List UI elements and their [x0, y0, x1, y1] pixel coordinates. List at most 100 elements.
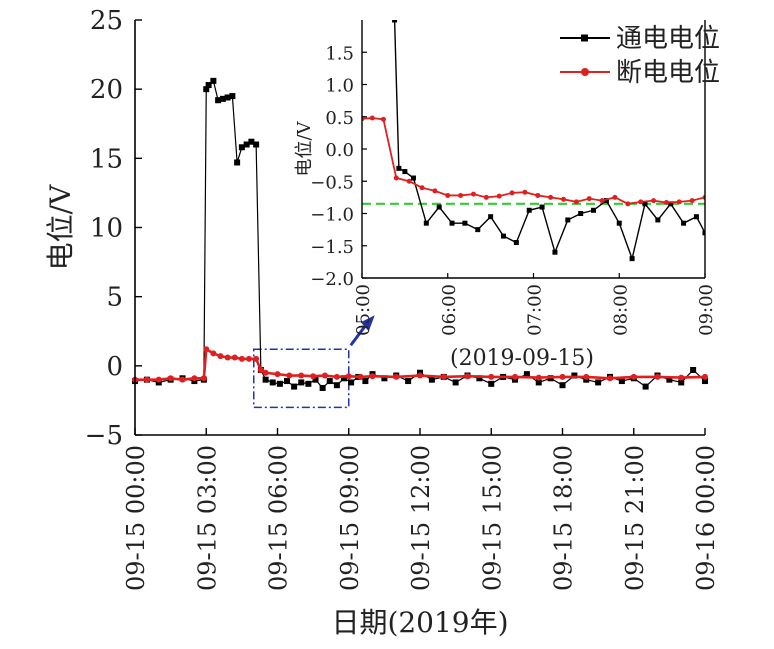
data-point — [583, 373, 590, 380]
data-point — [310, 373, 317, 380]
axis-titles: 电位/V 日期(2019年) — [44, 184, 509, 639]
data-point — [143, 376, 150, 383]
x-tick-label: 09-15 15:00 — [478, 445, 506, 591]
data-point — [458, 192, 464, 198]
inset-chart: −2.0 −1.5 −1.0 −0.5 0.0 0.5 1.0 1.5 05:00 06:00 07… — [294, 20, 717, 371]
inset-title: (2019-09-15) — [450, 346, 594, 371]
series-line-off — [362, 117, 705, 205]
inset-x-tick-label: 06:00 — [439, 284, 460, 336]
data-point — [678, 379, 685, 386]
data-point — [200, 375, 207, 382]
data-point — [552, 249, 558, 255]
data-point — [475, 227, 481, 233]
data-point — [224, 94, 231, 101]
x-axis-title: 日期(2019年) — [331, 606, 508, 639]
data-point — [607, 375, 613, 382]
data-point — [274, 371, 281, 378]
data-point — [578, 211, 584, 216]
data-point — [512, 373, 518, 380]
data-point — [693, 214, 699, 220]
data-point — [286, 372, 293, 379]
data-point — [603, 198, 609, 204]
data-point — [548, 194, 554, 200]
data-point — [238, 144, 245, 151]
x-tick-label: 09-15 18:00 — [550, 445, 578, 591]
x-tick-label: 09-15 12:00 — [407, 445, 435, 591]
data-point — [341, 375, 347, 382]
data-point — [559, 373, 566, 380]
data-point — [638, 199, 644, 205]
data-point — [526, 207, 532, 213]
data-point — [210, 77, 217, 84]
data-point — [668, 201, 674, 207]
data-point — [642, 383, 649, 390]
inset-x-tick-label: 08:00 — [610, 284, 631, 336]
data-point — [392, 20, 398, 23]
data-point — [681, 220, 687, 226]
data-point — [333, 382, 340, 389]
data-point — [319, 384, 326, 391]
y-tick-label: 20 — [90, 75, 123, 105]
data-point — [488, 380, 495, 387]
data-point — [535, 374, 542, 381]
y-tick-label: 0 — [106, 352, 123, 382]
data-point — [642, 201, 648, 207]
legend-marker — [581, 34, 588, 42]
inset-y-tick-label: 0.0 — [325, 140, 354, 161]
data-point — [381, 375, 388, 382]
data-point — [689, 198, 695, 204]
data-point — [305, 380, 312, 387]
data-point — [312, 376, 319, 383]
data-point — [238, 355, 245, 362]
data-point — [702, 373, 708, 380]
x-tick-label: 09-16 00:00 — [692, 445, 720, 591]
data-point — [298, 379, 305, 386]
data-point — [262, 369, 269, 376]
data-point — [231, 354, 238, 361]
data-point — [224, 354, 231, 361]
y-axis-title: 电位/V — [44, 184, 77, 270]
data-point — [629, 256, 635, 262]
data-point — [676, 199, 682, 205]
data-point — [362, 378, 369, 385]
data-point — [488, 373, 495, 380]
data-point — [248, 138, 255, 145]
data-point — [702, 378, 708, 385]
data-point — [179, 376, 186, 383]
data-point — [428, 376, 435, 383]
data-point — [333, 373, 340, 380]
data-point — [445, 192, 451, 198]
data-point — [205, 82, 212, 89]
inset-x-tick-label: 09:00 — [696, 284, 717, 336]
data-point — [586, 196, 592, 202]
data-point — [654, 373, 661, 380]
data-point — [269, 379, 276, 386]
data-point — [210, 350, 217, 357]
data-point — [591, 207, 597, 213]
data-point — [630, 373, 637, 380]
data-point — [565, 217, 571, 223]
data-point — [464, 373, 471, 380]
data-point — [167, 375, 174, 382]
inset-x-tick-label: 07:00 — [525, 284, 546, 336]
highlight-arrow-head — [360, 315, 375, 332]
data-point — [215, 97, 222, 104]
y-tick-label: 15 — [90, 144, 123, 174]
data-point — [561, 196, 567, 202]
data-point — [663, 200, 669, 206]
data-point — [246, 355, 252, 362]
main-axes: −5 0 5 10 15 20 25 09-15 00:00 09-15 03:00 09-15 … — [85, 6, 720, 591]
data-point — [234, 159, 241, 166]
data-point — [396, 165, 402, 171]
data-point — [380, 116, 386, 122]
legend-marker — [581, 68, 589, 76]
data-point — [229, 93, 236, 100]
data-point — [243, 141, 250, 148]
data-point — [432, 188, 438, 194]
data-point — [402, 169, 408, 175]
data-point — [322, 372, 328, 379]
data-point — [410, 175, 416, 181]
data-point — [357, 373, 364, 380]
data-point — [440, 373, 447, 380]
data-point — [348, 379, 355, 386]
